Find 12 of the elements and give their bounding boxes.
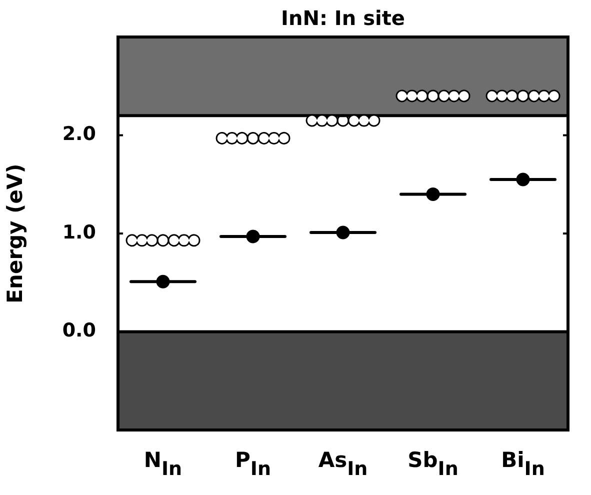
y-tick-label: 2.0 [62, 123, 96, 146]
point [426, 187, 440, 201]
point [516, 90, 530, 102]
point [426, 90, 440, 102]
point [516, 172, 530, 186]
y-tick-label: 1.0 [62, 221, 96, 244]
y-tick-label: 0.0 [62, 320, 96, 342]
chart-title: InN: In site [280, 6, 406, 30]
point [246, 230, 260, 244]
y-axis-title: Energy (eV) [3, 164, 28, 304]
point [336, 226, 350, 240]
point [156, 274, 170, 288]
